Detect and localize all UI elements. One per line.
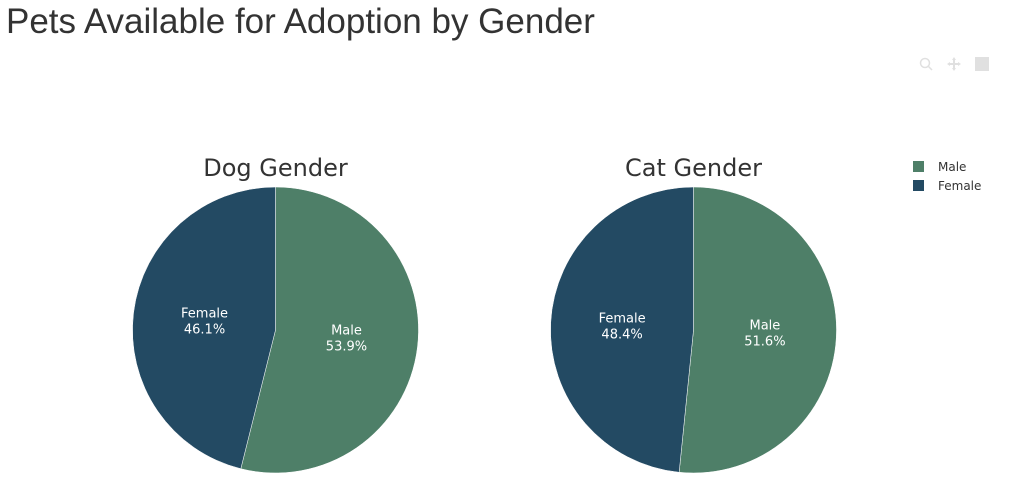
pan-icon[interactable]	[946, 56, 962, 72]
reset-icon[interactable]	[974, 56, 990, 72]
dog-gender-pie: Male 53.9% Female 46.1% Dog Gender	[132, 154, 419, 474]
legend-swatch-male	[913, 161, 924, 172]
legend-item-male[interactable]: Male	[913, 160, 966, 174]
cat-gender-slice-label-male: Male 51.6%	[744, 319, 785, 350]
cat-gender-pie: Male 51.6% Female 48.4% Cat Gender	[550, 154, 837, 474]
dog-gender-slice-female[interactable]	[132, 186, 276, 470]
cat-gender-slice-female[interactable]	[550, 186, 694, 473]
dog-gender-slice-label-female: Female 46.1%	[181, 306, 228, 337]
legend-swatch-female	[913, 180, 924, 191]
cat-gender-slice-male[interactable]	[678, 186, 837, 474]
pies-group: Male 53.9% Female 46.1% Dog Gender Male 51.6% F…	[132, 154, 837, 474]
zoom-icon[interactable]	[918, 56, 934, 72]
legend-label-female: Female	[938, 179, 981, 193]
legend: Male Female	[913, 160, 981, 193]
dog-gender-slice-label-male: Male 53.9%	[326, 324, 367, 355]
cat-gender-title: Cat Gender	[625, 154, 762, 182]
dog-gender-title: Dog Gender	[203, 154, 348, 182]
modebar	[918, 56, 990, 72]
page-title: Pets Available for Adoption by Gender	[6, 2, 595, 41]
dog-gender-slice-male[interactable]	[240, 186, 419, 474]
legend-label-male: Male	[938, 160, 966, 174]
legend-item-female[interactable]: Female	[913, 179, 981, 193]
cat-gender-slice-label-female: Female 48.4%	[599, 311, 646, 342]
